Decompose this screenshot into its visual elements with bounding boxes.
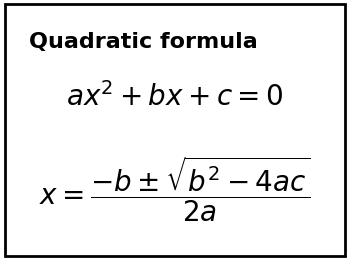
FancyBboxPatch shape xyxy=(5,4,345,256)
Text: Quadratic formula: Quadratic formula xyxy=(29,32,258,52)
Text: $x = \dfrac{-b\pm\sqrt{b^2-4ac}}{2a}$: $x = \dfrac{-b\pm\sqrt{b^2-4ac}}{2a}$ xyxy=(40,154,310,224)
Text: $ax^2 + bx + c = 0$: $ax^2 + bx + c = 0$ xyxy=(66,82,284,112)
